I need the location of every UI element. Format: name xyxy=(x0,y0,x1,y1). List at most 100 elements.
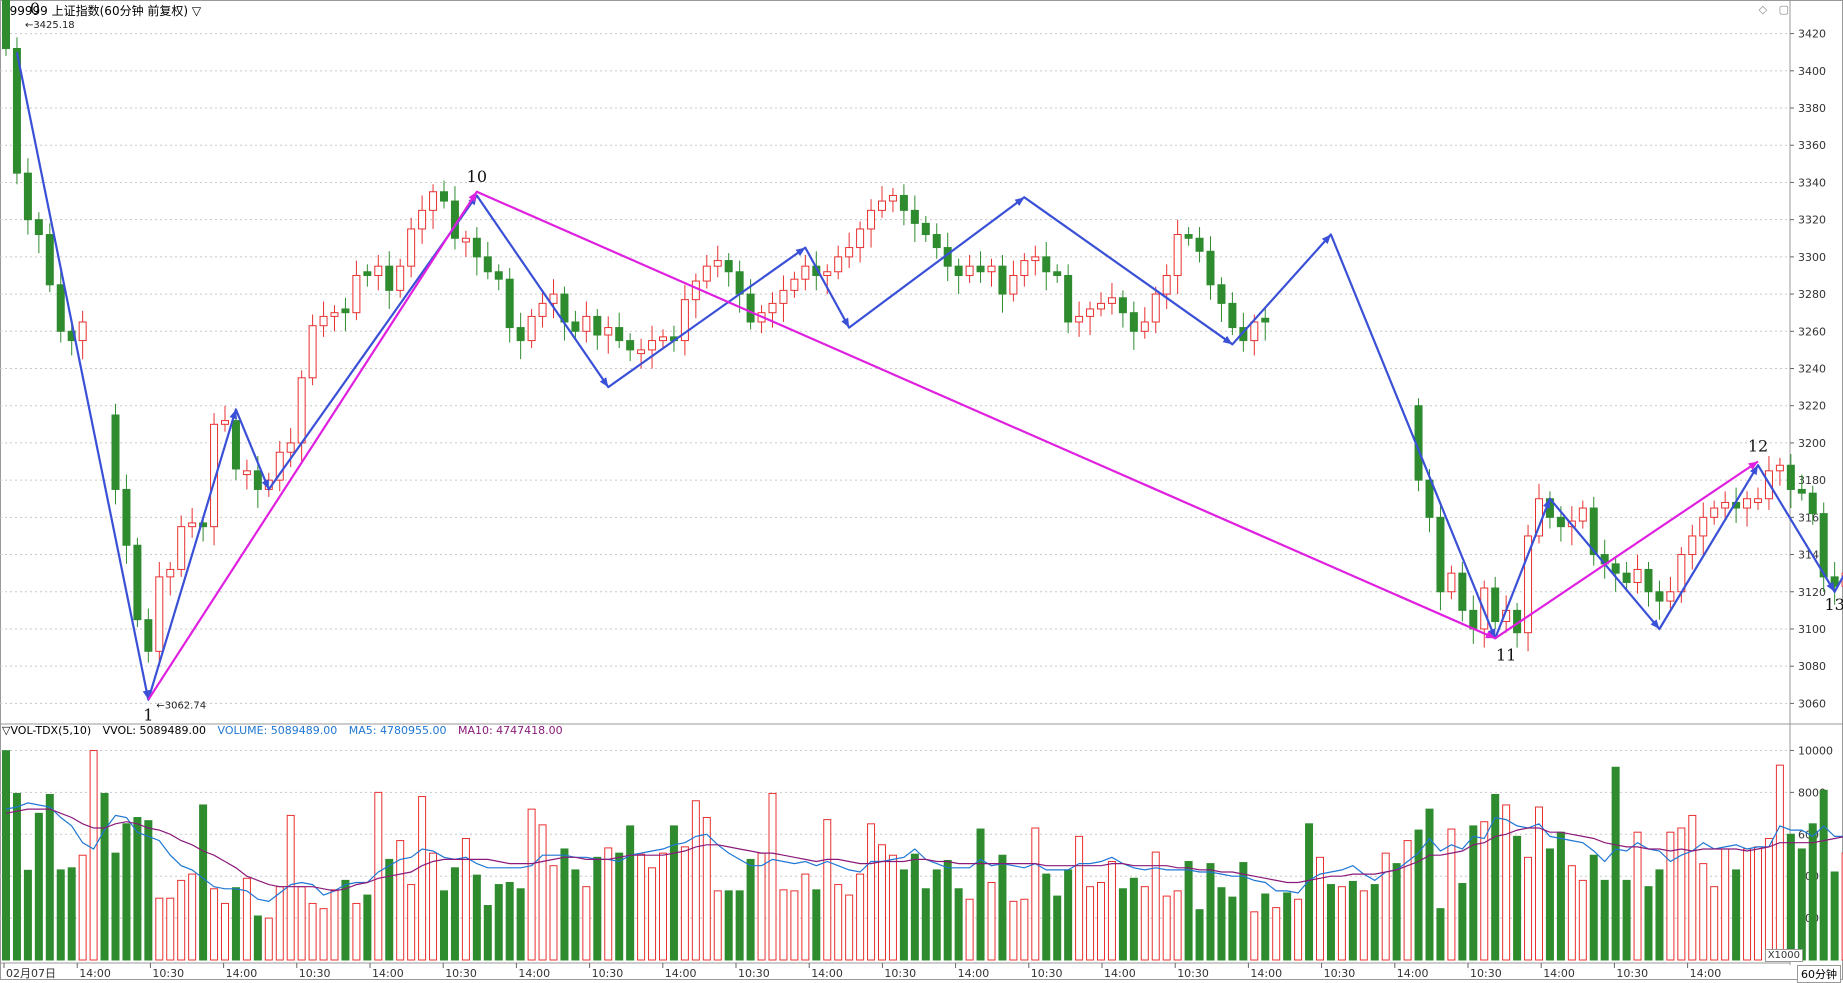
candle-body xyxy=(593,315,602,336)
volume-bar xyxy=(286,814,295,961)
candle-body xyxy=(275,451,284,481)
volume-bar xyxy=(910,853,919,961)
volume-bar xyxy=(122,823,131,961)
price-annotation: ←3425.18 xyxy=(25,20,75,31)
candle-body xyxy=(111,414,120,490)
candle-body xyxy=(23,172,32,221)
candle-body xyxy=(823,271,832,276)
volume-bar xyxy=(1480,821,1489,961)
candle-body xyxy=(834,256,843,273)
candle-body xyxy=(1710,507,1719,518)
volume-bar xyxy=(1732,869,1741,961)
volume-bar xyxy=(1337,886,1346,961)
window-controls-icon[interactable]: ◇ ▢ xyxy=(1758,3,1793,16)
volume-bar xyxy=(100,792,109,961)
volume-bar xyxy=(1775,764,1784,961)
volume-bar xyxy=(1086,886,1095,961)
chart-title[interactable]: 999999 上证指数(60分钟 前复权) ▽ xyxy=(2,4,202,18)
volume-bar xyxy=(374,791,383,961)
candle-body xyxy=(341,308,350,314)
candle-body xyxy=(34,219,43,236)
volume-bar xyxy=(1425,808,1434,961)
volume-bar xyxy=(1272,907,1281,961)
candle-body xyxy=(1436,516,1445,593)
candle-body xyxy=(374,265,383,276)
volume-bar xyxy=(1118,888,1127,961)
candle-body xyxy=(1261,317,1270,323)
candle-body xyxy=(1797,488,1806,494)
volume-bar xyxy=(899,869,908,961)
candle-body xyxy=(1819,513,1828,578)
candle-body xyxy=(1578,507,1587,522)
volume-bar xyxy=(779,889,788,961)
volume-bar xyxy=(133,817,142,961)
volume-bar xyxy=(396,840,405,961)
candle-body xyxy=(878,200,886,211)
blue-wave-line-arrowhead xyxy=(1014,197,1025,206)
x-tick-label: 14:00 xyxy=(958,967,990,980)
candle-body xyxy=(648,340,657,351)
candle-body xyxy=(210,423,219,528)
candle-body xyxy=(888,194,897,202)
blue-wave-line-arrowhead xyxy=(229,409,238,420)
volume-legend: ▽VOL-TDX(5,10) VVOL: 5089489.00 VOLUME: … xyxy=(2,724,571,737)
volume-bar xyxy=(1567,865,1576,961)
candle-body xyxy=(746,293,755,323)
candle-body xyxy=(1151,293,1160,323)
period-button[interactable]: 60分钟 xyxy=(1797,965,1841,983)
x-tick-label: 14:00 xyxy=(372,967,404,980)
volume-bar xyxy=(111,852,120,961)
candle-body xyxy=(1699,516,1708,537)
candle-body xyxy=(856,228,865,249)
candle-body xyxy=(1754,498,1762,503)
candle-body xyxy=(1830,576,1839,587)
x-tick-label: 10:30 xyxy=(1616,967,1648,980)
candle-body xyxy=(352,274,361,314)
volume-bar xyxy=(1666,831,1675,961)
magenta-wave-line-arrowhead xyxy=(1748,461,1758,470)
volume-bar xyxy=(1140,886,1149,961)
candle-body xyxy=(1425,479,1434,518)
candle-body xyxy=(2,0,10,49)
blue-wave-line-arrowhead xyxy=(142,689,151,700)
price-tick-label: 3420 xyxy=(1798,28,1826,41)
price-tick-label: 3400 xyxy=(1798,65,1826,78)
candle-body xyxy=(1589,507,1598,556)
price-tick-label: 3340 xyxy=(1798,176,1826,189)
volume-bar xyxy=(1502,804,1511,961)
volume-bar xyxy=(418,796,427,961)
volume-bar xyxy=(823,819,832,961)
candle-body xyxy=(582,315,591,332)
candle-body xyxy=(385,265,394,291)
candle-body xyxy=(604,327,613,336)
volume-bar xyxy=(538,824,547,961)
volume-bar xyxy=(691,800,700,961)
price-tick-label: 3060 xyxy=(1798,697,1826,710)
volume-bar xyxy=(1819,789,1828,961)
price-tick-label: 3320 xyxy=(1798,214,1826,227)
volume-bar xyxy=(450,867,459,961)
candle-body xyxy=(1447,572,1456,593)
candle-body xyxy=(1075,315,1084,323)
candle-body xyxy=(483,256,492,273)
volume-bar xyxy=(1283,892,1292,961)
candle-body xyxy=(702,265,711,282)
volume-bar xyxy=(1020,898,1029,961)
volume-bar xyxy=(144,820,153,961)
volume-unit-label: X1000 xyxy=(1764,949,1803,962)
x-tick-label: 14:00 xyxy=(1397,967,1429,980)
volume-bar xyxy=(648,867,657,961)
candle-body xyxy=(407,228,416,267)
volume-bar xyxy=(275,886,284,961)
volume-bar xyxy=(954,888,963,961)
volume-bar xyxy=(341,879,350,961)
volume-bar xyxy=(560,848,569,961)
candle-body xyxy=(724,260,733,273)
volume-bar xyxy=(1217,887,1226,961)
x-tick-label: 14:00 xyxy=(1104,967,1136,980)
volume-bar xyxy=(1239,862,1248,961)
blue-wave-line-arrowhead xyxy=(261,479,269,490)
candle-body xyxy=(1786,464,1795,490)
